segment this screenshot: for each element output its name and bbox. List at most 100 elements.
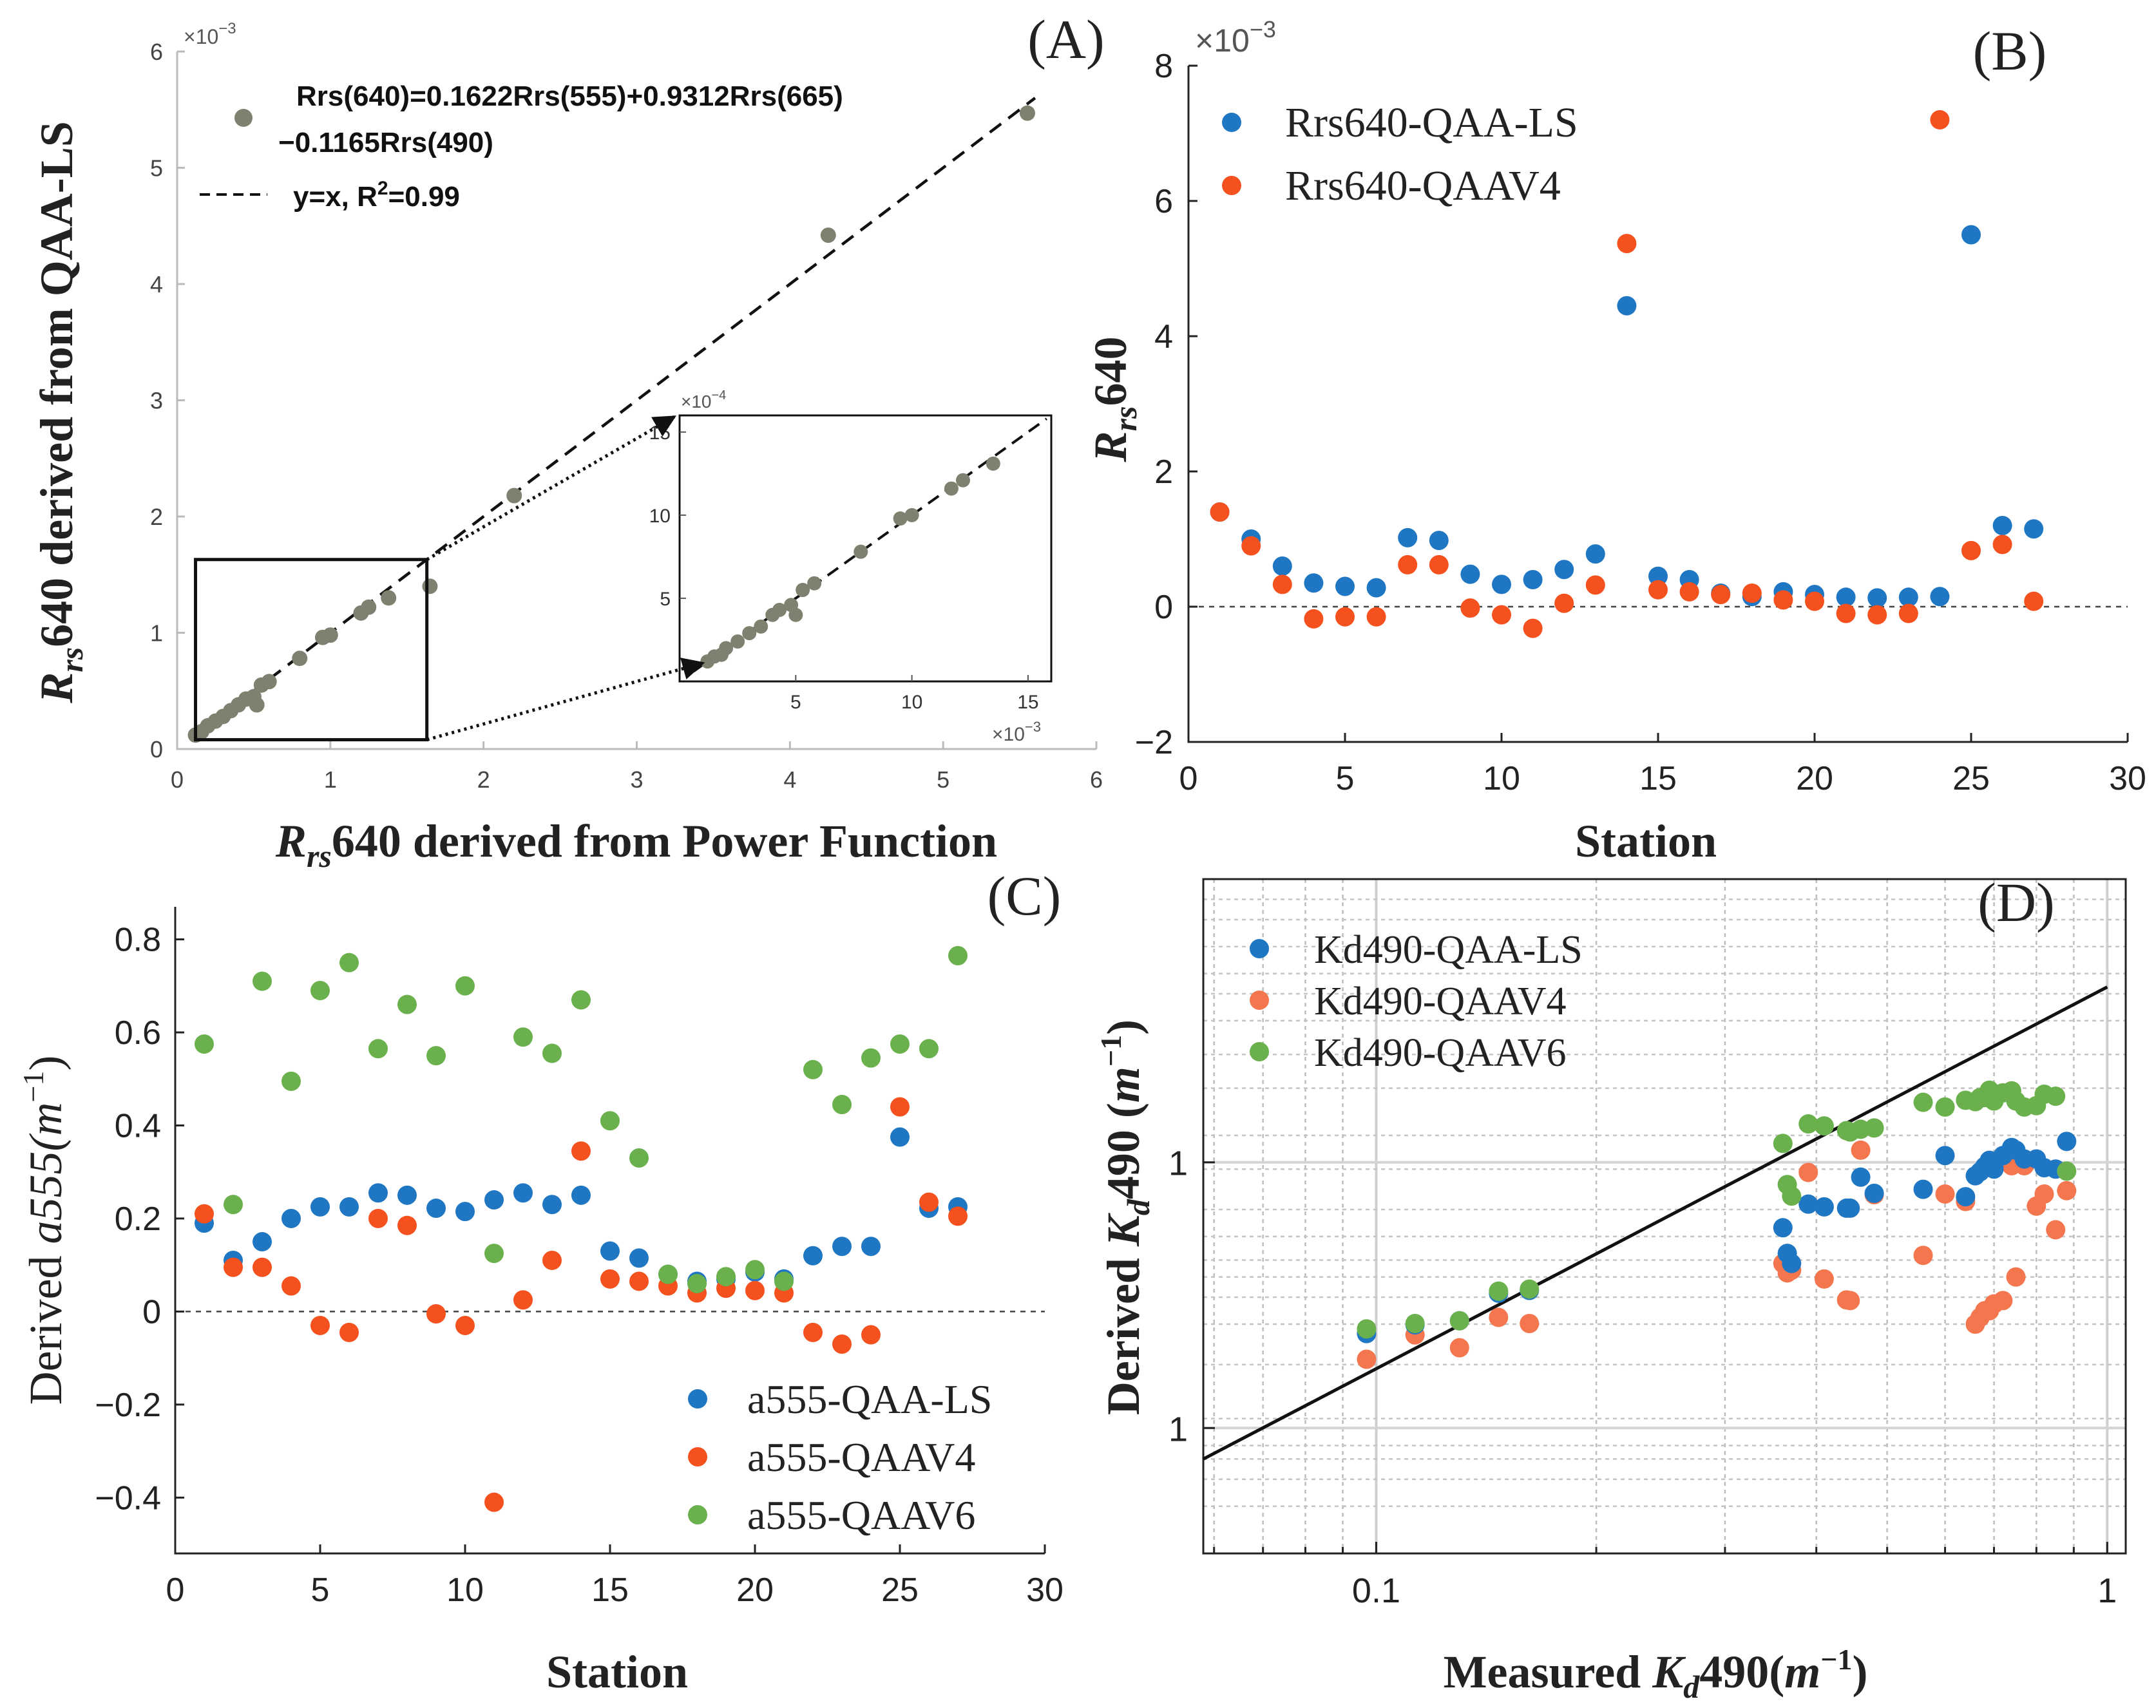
data-point-qaav4 <box>1930 110 1950 129</box>
data-point-qaav4 <box>803 1322 823 1342</box>
data-point-qaav4 <box>513 1290 533 1310</box>
data-point-qaav6 <box>1357 1319 1377 1339</box>
y-tick-label: 5 <box>150 155 163 182</box>
data-point-qaav6 <box>1782 1186 1802 1206</box>
data-point-qaav4 <box>1961 540 1981 560</box>
data-point-qaav6 <box>600 1111 620 1131</box>
data-point-qaav6 <box>1773 1134 1793 1153</box>
data-point-qaav4 <box>629 1271 649 1291</box>
x-tick-label: 25 <box>881 1571 919 1609</box>
data-point-qaav4 <box>1585 575 1605 595</box>
data-point-qaav4 <box>1867 605 1887 625</box>
data-point-qaav6 <box>832 1094 852 1114</box>
data-point-qaa-ls <box>571 1185 591 1205</box>
y-tick-label: 4 <box>150 271 163 298</box>
x-tick-label: 0 <box>166 1571 185 1609</box>
data-point-qaav4 <box>1335 607 1355 627</box>
inset-data-point <box>955 473 970 488</box>
data-point-qaav6 <box>281 1071 301 1091</box>
legend-label: a555-QAA-LS <box>747 1376 992 1422</box>
data-point-qaa-ls <box>1913 1179 1933 1199</box>
data-point-qaav4 <box>224 1257 243 1277</box>
data-point-qaa-ls <box>2057 1132 2077 1152</box>
data-point-qaa-ls <box>600 1241 620 1261</box>
data-point-qaav4 <box>281 1276 301 1296</box>
data-point-qaa-ls <box>1304 573 1324 593</box>
data-point-qaa-ls <box>629 1248 649 1268</box>
data-point-qaav4 <box>745 1280 765 1300</box>
data-point-qaav6 <box>1913 1092 1933 1112</box>
y-tick-label: 0.6 <box>115 1014 161 1052</box>
data-point-qaav6 <box>253 971 272 991</box>
data-point-qaav4 <box>1520 1313 1540 1333</box>
data-point-qaav4 <box>1993 1291 2013 1311</box>
data-point-qaav4 <box>1679 582 1699 602</box>
x-tick-label: 0 <box>171 766 184 793</box>
data-point-qaav6 <box>803 1059 823 1079</box>
data-point-qaa-ls <box>1492 574 1511 594</box>
inset-x-tick-label: 5 <box>790 692 801 713</box>
x-axis-label-c: Station <box>546 1646 688 1698</box>
data-point-qaav4 <box>1935 1184 1955 1204</box>
data-point-qaav4 <box>339 1322 359 1342</box>
inset-data-point <box>807 576 822 591</box>
data-point-qaa-ls <box>1648 566 1668 586</box>
data-point-qaav4 <box>1429 555 1449 574</box>
x-tick-label: 4 <box>783 766 796 793</box>
data-point-qaav4 <box>1492 605 1511 625</box>
data-point-qaa-ls <box>368 1183 388 1203</box>
data-point <box>820 227 836 243</box>
data-point-qaa-ls <box>1585 544 1605 564</box>
data-point-qaav6 <box>195 1034 214 1054</box>
data-point-qaav4 <box>253 1257 272 1277</box>
x-tick-label: 30 <box>2109 760 2146 797</box>
x-axis-label-a: Rrs640 derived from Power Function <box>275 815 997 874</box>
inset-data-point <box>986 456 1000 471</box>
data-point-qaa-ls <box>1773 1218 1793 1238</box>
legend-label: a555-QAAV6 <box>747 1492 975 1538</box>
y-tick-label: 1 <box>150 620 163 647</box>
legend-marker <box>688 1447 707 1466</box>
data-point-qaav6 <box>368 1039 388 1059</box>
data-point-qaav4 <box>1304 609 1324 629</box>
data-point-qaav4 <box>1523 618 1543 638</box>
data-point-qaav4 <box>1711 585 1731 605</box>
x-tick-label: 15 <box>1639 760 1677 797</box>
data-point-qaav4 <box>195 1204 214 1224</box>
data-point-qaav4 <box>1241 536 1261 556</box>
legend-marker <box>1222 113 1241 132</box>
data-point-qaav6 <box>1814 1116 1834 1136</box>
data-point-qaa-ls <box>1961 225 1981 245</box>
x-tick-label: 2 <box>477 766 490 793</box>
y-tick-label: 0 <box>150 736 163 763</box>
data-point-qaav4 <box>1898 603 1918 623</box>
data-point-qaa-ls <box>1272 556 1292 576</box>
data-point-qaa-ls <box>1930 587 1950 607</box>
legend-equation-line1: Rrs(640)=0.1622Rrs(555)+0.9312Rrs(665) <box>296 81 843 112</box>
x-tick-label: 0 <box>1179 760 1198 797</box>
data-point-qaa-ls <box>1335 576 1355 596</box>
inset-data-point <box>754 619 768 634</box>
legend-marker <box>1250 939 1269 958</box>
panel-label-c: (C) <box>987 865 1062 927</box>
y-tick-label: −0.2 <box>95 1387 161 1424</box>
inset-data-point <box>788 607 803 622</box>
data-point-qaav4 <box>484 1492 504 1512</box>
data-point-qaav6 <box>2046 1086 2066 1106</box>
data-point-qaa-ls <box>1840 1198 1860 1218</box>
data-point-qaa-ls <box>1398 527 1418 547</box>
x-tick-label: 3 <box>630 766 643 793</box>
x-tick-label: 20 <box>1796 760 1833 797</box>
y-tick-label: 2 <box>1154 453 1173 491</box>
legend-label: Kd490-QAAV6 <box>1314 1031 1567 1075</box>
data-point-qaa-ls <box>1867 588 1887 608</box>
data-point-qaav4 <box>1805 591 1824 611</box>
inset-data-point <box>893 511 908 526</box>
data-point-qaav4 <box>1460 598 1480 618</box>
x-tick-label: 1 <box>324 766 337 793</box>
data-point-qaa-ls <box>803 1246 823 1266</box>
data-point-qaav6 <box>687 1274 707 1294</box>
data-point-qaav4 <box>890 1097 910 1117</box>
y-exponent-label: ×10−3 <box>1195 16 1276 59</box>
data-point-qaav6 <box>716 1267 736 1287</box>
